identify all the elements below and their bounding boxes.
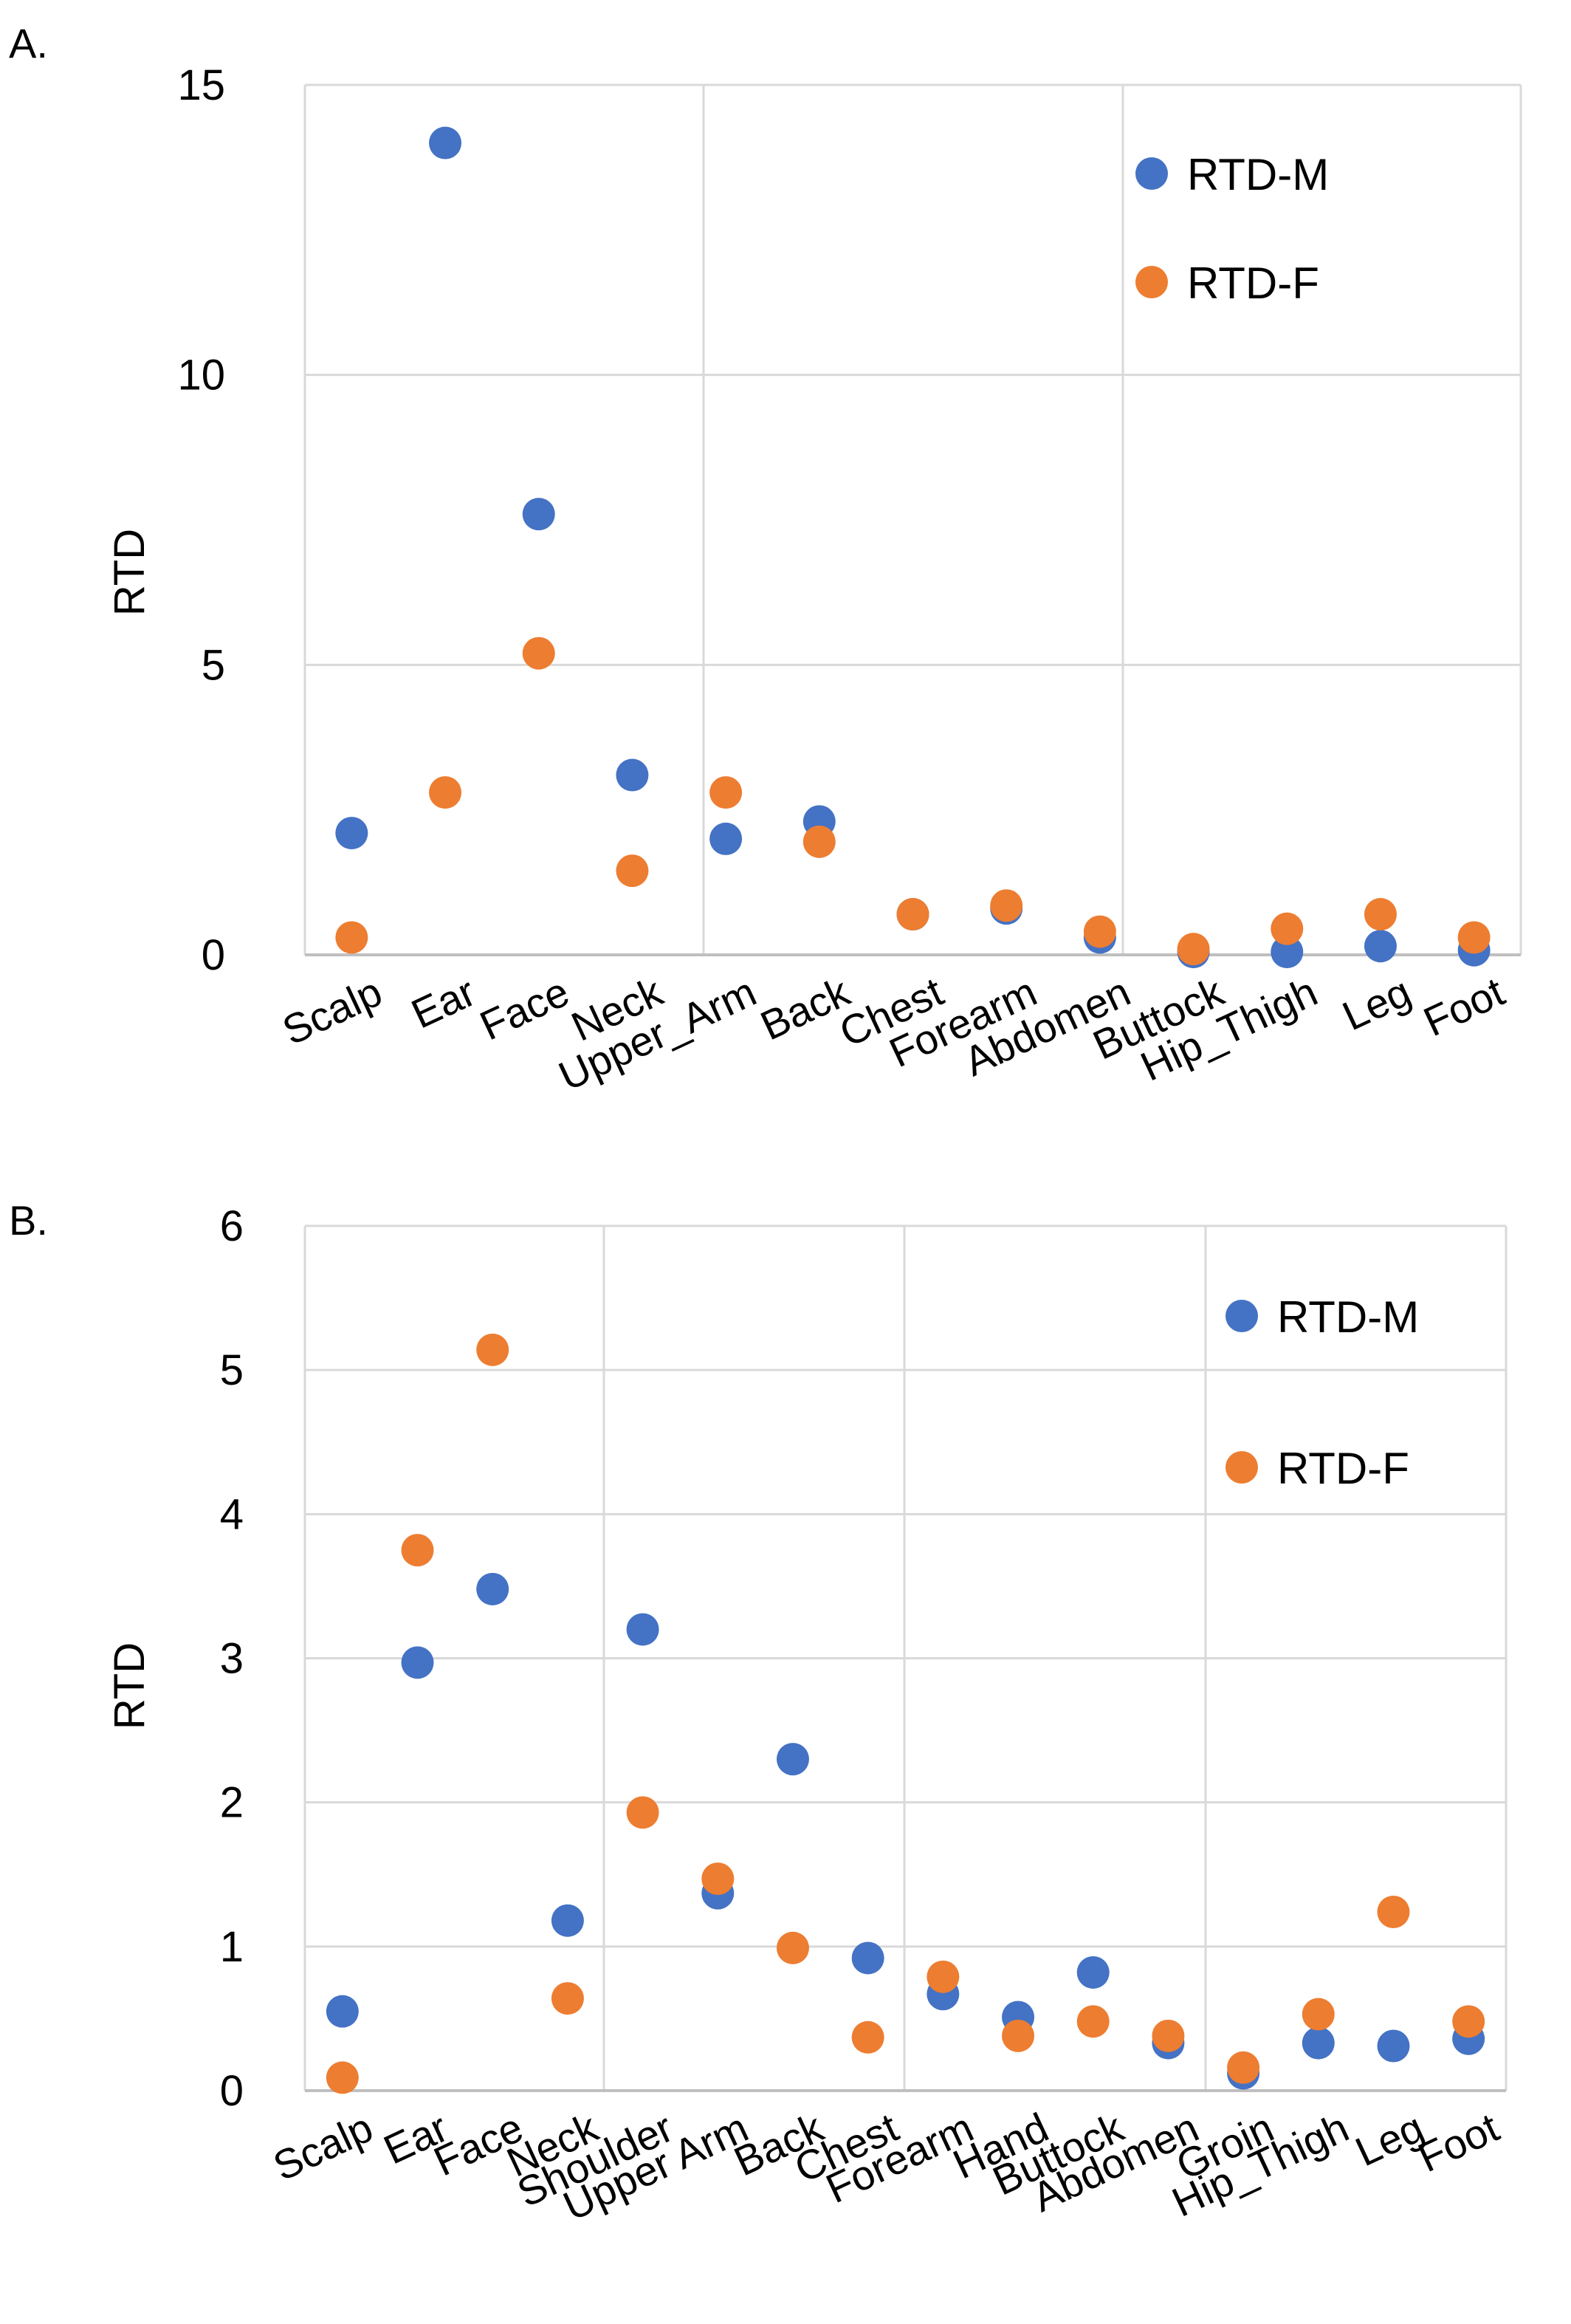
data-point-rtd-m — [522, 498, 555, 531]
data-point-rtd-m — [851, 1941, 884, 1975]
data-point-rtd-m — [616, 758, 649, 792]
data-point-rtd-f — [802, 825, 836, 858]
data-point-rtd-m — [476, 1572, 509, 1605]
data-point-rtd-f — [1271, 912, 1304, 945]
x-tick-label: Face — [473, 968, 576, 1049]
data-point-rtd-f — [616, 854, 649, 888]
data-point-rtd-f — [776, 1931, 809, 1964]
data-point-rtd-m — [1271, 936, 1304, 969]
x-tick-label: Foot — [1417, 968, 1512, 1046]
legend-label-rtd-f: RTD-F — [1277, 1444, 1409, 1493]
data-point-rtd-m — [709, 822, 743, 855]
y-tick-label: 10 — [177, 352, 225, 400]
data-point-rtd-f — [851, 2020, 884, 2054]
y-tick-label: 5 — [220, 1346, 244, 1394]
data-point-rtd-m — [1364, 930, 1397, 963]
data-point-rtd-f — [522, 637, 555, 670]
legend-marker-rtd-m — [1135, 157, 1168, 190]
data-point-rtd-f — [1002, 2019, 1035, 2052]
data-point-rtd-f — [1177, 933, 1210, 966]
data-point-rtd-f — [709, 776, 743, 809]
data-point-rtd-m — [776, 1743, 809, 1776]
y-tick-label: 0 — [202, 931, 225, 979]
data-point-rtd-f — [1227, 2051, 1260, 2084]
data-point-rtd-f — [626, 1796, 659, 1829]
data-point-rtd-m — [1377, 2029, 1410, 2063]
data-point-rtd-m — [429, 126, 462, 160]
y-tick-label: 3 — [220, 1635, 244, 1683]
data-point-rtd-m — [626, 1613, 659, 1646]
data-point-rtd-m — [551, 1904, 584, 1937]
y-tick-label: 1 — [220, 1923, 244, 1971]
data-point-rtd-f — [401, 1534, 434, 1567]
legend-label-rtd-m: RTD-M — [1187, 150, 1329, 199]
legend-marker-rtd-m — [1225, 1300, 1258, 1332]
x-tick-label: Ear — [405, 968, 483, 1038]
y-tick-label: 4 — [220, 1490, 244, 1538]
x-tick-label: Scalp — [275, 968, 389, 1054]
data-point-rtd-f — [1302, 1998, 1335, 2031]
panel-label: A. — [9, 20, 48, 66]
legend-marker-rtd-f — [1225, 1451, 1258, 1484]
data-point-rtd-f — [1152, 2019, 1185, 2052]
y-tick-label: 2 — [220, 1779, 244, 1827]
data-point-rtd-m — [326, 1995, 359, 2028]
x-tick-label: Leg — [1335, 968, 1417, 1040]
y-axis-title: RTD — [106, 529, 154, 616]
legend-label-rtd-m: RTD-M — [1277, 1292, 1419, 1342]
data-point-rtd-f — [1083, 915, 1116, 948]
data-point-rtd-f — [429, 776, 462, 809]
y-tick-label: 0 — [220, 2067, 244, 2115]
data-point-rtd-m — [1076, 1955, 1110, 1989]
data-point-rtd-f — [1076, 2005, 1110, 2038]
legend-marker-rtd-f — [1135, 266, 1168, 298]
data-point-rtd-m — [335, 817, 368, 850]
y-tick-label: 15 — [177, 61, 225, 109]
data-point-rtd-f — [1452, 2005, 1485, 2038]
chart-b: B.0123456RTDScalpEarFaceNeckShoulderUppe… — [9, 1197, 1508, 2229]
data-point-rtd-f — [335, 921, 368, 954]
y-tick-label: 6 — [220, 1202, 244, 1250]
data-point-rtd-m — [1302, 2026, 1335, 2060]
data-point-rtd-m — [401, 1646, 434, 1679]
x-tick-label: Foot — [1411, 2104, 1506, 2181]
data-point-rtd-f — [990, 889, 1023, 922]
data-point-rtd-f — [1377, 1895, 1410, 1928]
data-point-rtd-f — [1364, 898, 1397, 931]
x-tick-label: Scalp — [267, 2104, 380, 2190]
data-point-rtd-f — [476, 1333, 509, 1366]
data-point-rtd-f — [1457, 921, 1491, 954]
data-point-rtd-f — [896, 898, 929, 931]
x-tick-label: Back — [754, 967, 857, 1049]
data-point-rtd-f — [326, 2061, 359, 2094]
data-point-rtd-f — [551, 1982, 584, 2015]
y-tick-label: 5 — [202, 641, 225, 689]
data-point-rtd-f — [701, 1862, 735, 1896]
y-axis-title: RTD — [106, 1642, 154, 1730]
legend-label-rtd-f: RTD-F — [1187, 258, 1319, 308]
data-point-rtd-f — [927, 1960, 960, 1993]
panel-label: B. — [9, 1197, 48, 1244]
